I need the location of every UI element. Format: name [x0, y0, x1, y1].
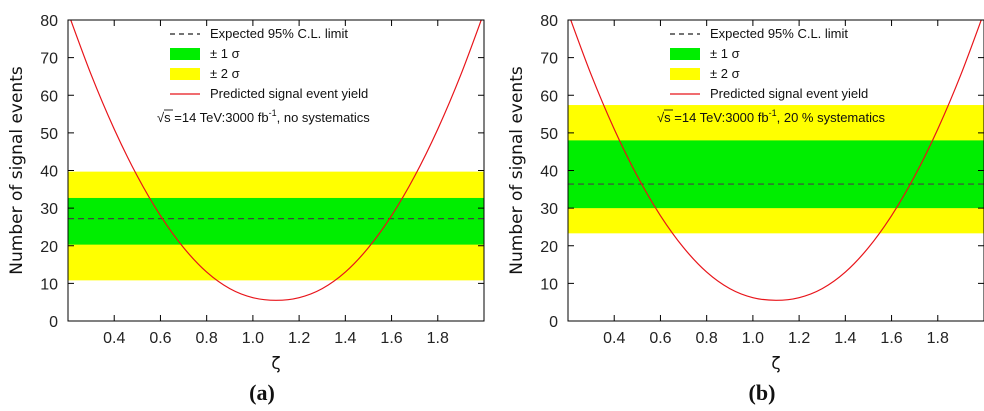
legend-swatch-1-sigma — [170, 48, 200, 60]
x-tick-label: 0.6 — [149, 330, 171, 347]
panel-b: 0.4 0.6 0.8 1.0 1.2 1.4 1.6 1.8 0 10 20 30 40 50 60 70 8… — [507, 13, 984, 405]
legend-swatch-1-sigma — [670, 48, 700, 60]
y-tick-label: 20 — [540, 239, 558, 256]
x-tick-label: 0.4 — [103, 330, 125, 347]
legend: Expected 95% C.L. limit ± 1 σ ± 2 σ Predict… — [670, 26, 868, 101]
energy-annotation: √s =14 TeV:3000 fb-1, 20 % systematics — [657, 108, 885, 125]
energy-superscript: -1 — [269, 108, 277, 118]
signal-yield-curve — [570, 20, 982, 301]
panel-a: 0.4 0.6 0.8 1.0 1.2 1.4 1.6 1.8 0 10 20 30 40 50 60 70 8… — [7, 13, 485, 405]
panel-label: (a) — [249, 380, 275, 405]
x-tick-label: 0.6 — [649, 330, 671, 347]
legend-entry: ± 1 σ — [210, 46, 240, 61]
x-tick-label: 0.4 — [603, 330, 625, 347]
x-tick-label: 1.0 — [242, 330, 264, 347]
y-tick-label: 30 — [40, 201, 58, 218]
legend-entry: Expected 95% C.L. limit — [210, 26, 348, 41]
legend-swatch-2-sigma — [670, 68, 700, 80]
systematics-text: , no systematics — [277, 110, 371, 125]
sqrt-symbol: √ — [657, 110, 665, 125]
x-tick-label: 1.2 — [288, 330, 310, 347]
signal-yield-curve — [70, 20, 482, 301]
band-1-sigma — [68, 197, 484, 245]
y-tick-label: 60 — [540, 88, 558, 105]
y-tick-label: 60 — [40, 88, 58, 105]
y-tick-label: 20 — [40, 239, 58, 256]
plot-area — [68, 20, 484, 301]
x-tick-label: 1.8 — [927, 330, 949, 347]
x-tick-label: 1.8 — [427, 330, 449, 347]
legend-entry: Expected 95% C.L. limit — [710, 26, 848, 41]
legend-entry: Predicted signal event yield — [710, 86, 868, 101]
x-tick-label: 0.8 — [696, 330, 718, 347]
y-tick-label: 10 — [40, 276, 58, 293]
x-tick-label: 1.2 — [788, 330, 810, 347]
legend-entry: ± 1 σ — [710, 46, 740, 61]
panel-label: (b) — [749, 380, 776, 405]
y-axis-label: Number of signal events — [507, 66, 527, 275]
y-tick-label: 40 — [40, 164, 58, 181]
y-tick-label: 0 — [49, 314, 58, 331]
x-tick-label: 1.6 — [880, 330, 902, 347]
legend-swatch-2-sigma — [170, 68, 200, 80]
x-tick-label: 1.4 — [834, 330, 856, 347]
band-1-sigma — [568, 140, 984, 209]
y-tick-label: 50 — [540, 126, 558, 143]
x-tick-label: 0.8 — [196, 330, 218, 347]
x-tick-label: 1.4 — [334, 330, 356, 347]
systematics-text: , 20 % systematics — [777, 110, 886, 125]
legend: Expected 95% C.L. limit ± 1 σ ± 2 σ Predict… — [170, 26, 368, 101]
x-axis-label: ζ — [271, 354, 280, 374]
y-tick-label: 80 — [540, 13, 558, 30]
y-tick-label: 0 — [549, 314, 558, 331]
y-tick-label: 70 — [540, 51, 558, 68]
plot-area — [568, 20, 984, 301]
legend-entry: ± 2 σ — [210, 66, 240, 81]
y-tick-label: 30 — [540, 201, 558, 218]
y-tick-label: 80 — [40, 13, 58, 30]
y-tick-label: 50 — [40, 126, 58, 143]
energy-annotation: √s =14 TeV:3000 fb-1, no systematics — [157, 108, 370, 125]
x-axis-label: ζ — [771, 354, 780, 374]
x-tick-label: 1.0 — [742, 330, 764, 347]
energy-superscript: -1 — [769, 108, 777, 118]
energy-text: s =14 TeV:3000 fb — [664, 110, 768, 125]
x-tick-label: 1.6 — [380, 330, 402, 347]
sqrt-symbol: √ — [157, 110, 165, 125]
legend-entry: ± 2 σ — [710, 66, 740, 81]
legend-entry: Predicted signal event yield — [210, 86, 368, 101]
y-axis-label: Number of signal events — [7, 66, 27, 275]
y-tick-label: 40 — [540, 164, 558, 181]
y-tick-label: 10 — [540, 276, 558, 293]
y-tick-label: 70 — [40, 51, 58, 68]
energy-text: s =14 TeV:3000 fb — [164, 110, 268, 125]
